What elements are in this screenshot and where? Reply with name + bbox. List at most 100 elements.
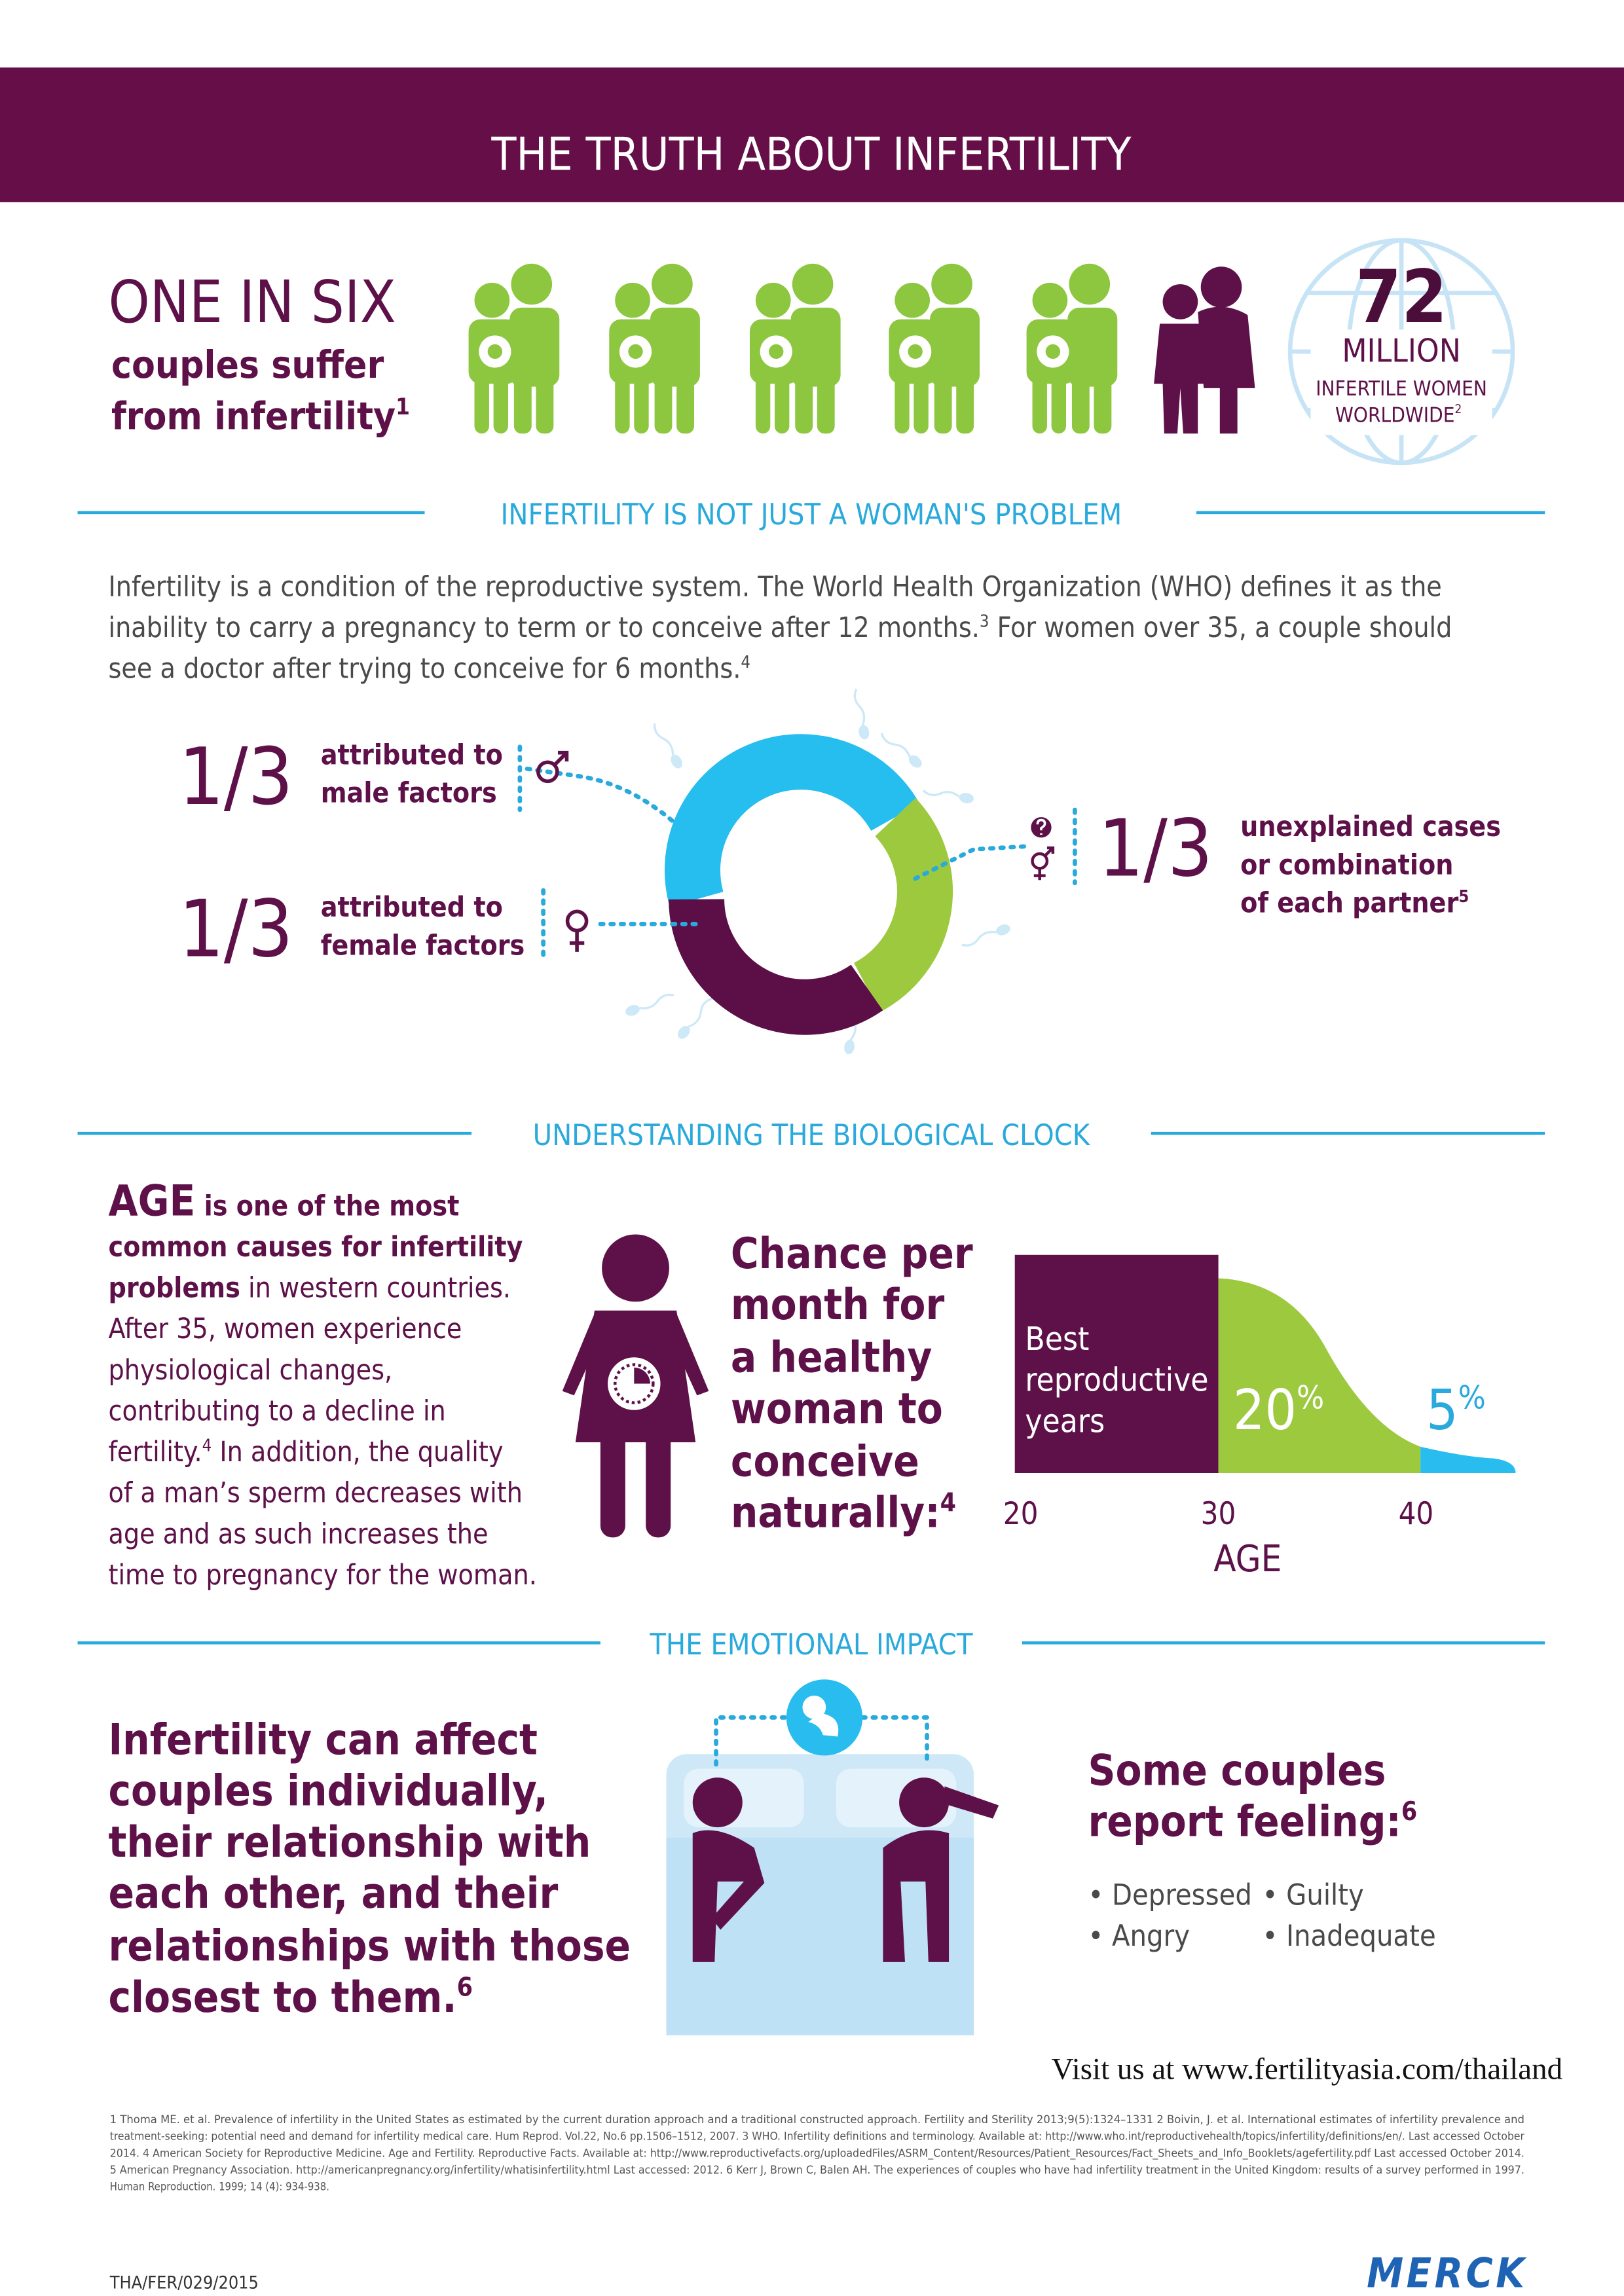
globe-line: INFERTILE WOMEN: [1316, 377, 1487, 401]
connector: [525, 766, 679, 827]
fraction-label: or combination: [1240, 849, 1453, 881]
sperm-tail: [653, 723, 674, 756]
sperm-head: [844, 1040, 855, 1055]
baby: [487, 344, 503, 359]
globe-line: WORLDWIDE2: [1335, 403, 1462, 427]
sperm: [625, 993, 674, 1016]
globe-line: WORLDWIDE: [1335, 403, 1455, 427]
chance-line: conceive: [731, 1437, 919, 1486]
head: [615, 282, 650, 318]
stat-line: from infertility1: [111, 394, 410, 439]
visit-link[interactable]: Visit us at www.fertilityasia.com/thaila…: [1052, 2052, 1562, 2086]
leg: [895, 373, 910, 434]
head: [511, 263, 553, 305]
fraction-label: attributed to: [321, 740, 503, 772]
reference-line: Human Reproduction. 1999; 14 (4): 934-93…: [110, 2181, 329, 2193]
text: see a doctor after trying to conceive fo…: [108, 653, 741, 685]
references: 1 Thoma ME. et al. Prevalence of inferti…: [110, 2113, 1525, 2193]
statement-line: relationships with those: [108, 1922, 631, 1971]
sperm-head: [959, 793, 974, 803]
text: fertility.: [108, 1436, 202, 1468]
baby: [908, 344, 923, 359]
age-tick: 20: [1003, 1496, 1039, 1532]
sperm: [880, 733, 922, 768]
donut: [665, 734, 953, 1035]
section-heading: INFERTILITY IS NOT JUST A WOMAN'S PROBLE…: [501, 497, 1122, 532]
chance-line: Chance per: [731, 1230, 973, 1279]
sperm-tail: [961, 930, 997, 947]
footnote-ref: 1: [396, 394, 410, 420]
head: [1200, 266, 1242, 308]
curve-late: [1420, 1446, 1516, 1473]
footnote-ref: 6: [457, 1973, 473, 2002]
section-heading: UNDERSTANDING THE BIOLOGICAL CLOCK: [533, 1118, 1091, 1152]
baby: [628, 344, 643, 359]
age-line: time to pregnancy for the woman.: [108, 1559, 536, 1592]
reference-line: 5 American Pregnancy Association. http:/…: [110, 2164, 1524, 2176]
sperm: [677, 997, 712, 1039]
reference-line: treatment-seeking: potential need and de…: [110, 2130, 1525, 2143]
text: report feeling:: [1088, 1798, 1401, 1847]
rate-unit: %: [1458, 1379, 1486, 1417]
chance-line: month for: [731, 1281, 945, 1330]
footnote-ref: 4: [202, 1436, 212, 1455]
body: [1198, 306, 1255, 434]
sperm-tail: [639, 993, 674, 1010]
footnote-ref: 4: [741, 653, 750, 672]
statement-line: closest to them.6: [108, 1973, 472, 2022]
age-line: common causes for infertility: [108, 1231, 523, 1264]
statement-line: Infertility can affect: [108, 1715, 537, 1764]
head: [652, 263, 693, 305]
donut-male: [665, 734, 920, 907]
sperm-head: [671, 754, 682, 769]
age-line: contributing to a decline in: [108, 1395, 445, 1427]
text: naturally:: [731, 1489, 940, 1538]
head: [931, 263, 972, 305]
head: [1032, 282, 1068, 318]
statement-line: their relationship with: [108, 1818, 591, 1867]
age-line: problems in western countries.: [108, 1273, 511, 1305]
unknown-symbol: [1031, 817, 1055, 881]
curve-best: [1014, 1254, 1219, 1473]
text: problems: [108, 1273, 240, 1305]
family-icons: [468, 263, 1255, 434]
leg: [1032, 373, 1047, 434]
reference-line: 2014. 4 American Society for Reproductiv…: [110, 2147, 1524, 2160]
text: of each partner: [1240, 887, 1458, 919]
male-symbol: [536, 750, 569, 784]
chance-line: naturally:4: [731, 1488, 956, 1538]
paragraph-line: see a doctor after trying to conceive fo…: [108, 653, 750, 685]
leg: [755, 373, 771, 434]
rate-label: 20%: [1233, 1378, 1324, 1443]
text: is one of the most: [195, 1190, 459, 1222]
stat-line: from infertility: [111, 394, 396, 439]
curve-label: Best: [1025, 1320, 1089, 1358]
sperm-head: [908, 755, 922, 768]
feeling-item: • Guilty: [1263, 1878, 1364, 1912]
rate-value: 5: [1426, 1378, 1458, 1443]
sperm-tail: [880, 733, 911, 757]
feeling-item: • Inadequate: [1263, 1918, 1436, 1953]
footnote-ref: 5: [1458, 887, 1469, 907]
leg: [956, 366, 974, 434]
leg: [934, 366, 952, 434]
bed-illustration: [666, 1679, 999, 2035]
leg: [1094, 366, 1112, 434]
age-line: of a man’s sperm decreases with: [108, 1478, 523, 1510]
reference-line: 1 Thoma ME. et al. Prevalence of inferti…: [110, 2113, 1524, 2126]
section-heading: THE EMOTIONAL IMPACT: [649, 1627, 972, 1662]
leg: [1071, 366, 1090, 434]
female-symbol: [565, 909, 589, 952]
sperm-head: [995, 924, 1010, 936]
head: [895, 282, 931, 318]
stat-line: couples suffer: [111, 342, 384, 387]
sperm-tail: [922, 790, 960, 798]
feeling-heading: report feeling:6: [1088, 1797, 1418, 1847]
header-band: [0, 67, 1624, 202]
woman-icon: [562, 1234, 709, 1538]
leg: [634, 373, 649, 434]
statement-line: each other, and their: [108, 1869, 558, 1918]
baby: [1045, 344, 1061, 359]
fraction-label: female factors: [321, 930, 525, 962]
globe-label-bg: [1310, 329, 1492, 435]
